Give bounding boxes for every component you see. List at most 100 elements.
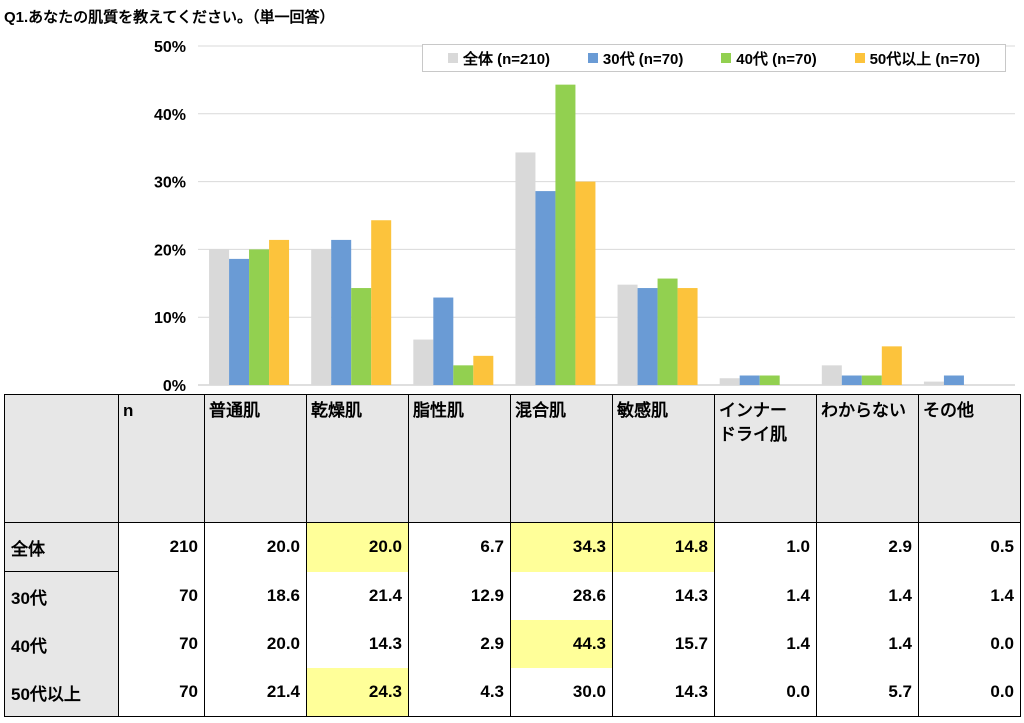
- bar: [249, 249, 270, 385]
- table-cell: 0.0: [714, 668, 817, 717]
- chart-legend: 全体 (n=210) 30代 (n=70) 40代 (n=70) 50代以上 (n=7…: [422, 44, 1006, 72]
- table-row: 全体 210 20.0 20.0 6.7 34.3 14.8 1.0 2.9 0.5: [4, 522, 1021, 572]
- table-cell: 34.3: [510, 522, 613, 572]
- table-cell: 0.5: [918, 522, 1021, 572]
- table-cell: 5.7: [816, 668, 919, 717]
- bar: [617, 284, 638, 385]
- bar: [943, 375, 964, 385]
- column-header: 脂性肌: [408, 394, 511, 523]
- chart-title: Q1.あなたの肌質を教えてください。（単一回答）: [4, 9, 335, 26]
- bar-chart: 0% 10% 20% 30% 40% 50%: [154, 39, 1015, 394]
- table-cell: 0.0: [918, 620, 1021, 668]
- bar: [413, 339, 434, 385]
- bar: [555, 84, 576, 386]
- legend-swatch: [587, 53, 598, 63]
- table-cell: 15.7: [612, 620, 715, 668]
- bar: [739, 375, 760, 385]
- legend-item: 50代以上 (n=70): [854, 48, 980, 69]
- bar: [331, 239, 352, 385]
- table-cell: 12.9: [408, 571, 511, 620]
- table-cell: 2.9: [816, 522, 919, 572]
- column-header: 混合肌: [510, 394, 613, 523]
- table-cell: 6.7: [408, 522, 511, 572]
- bar: [311, 249, 332, 385]
- bar: [269, 239, 290, 385]
- bar: [575, 181, 596, 385]
- bar: [433, 297, 454, 385]
- column-header: 乾燥肌: [306, 394, 409, 523]
- bar: [759, 375, 780, 385]
- y-tick-label: 10%: [154, 310, 186, 327]
- table-cell: 0.0: [918, 668, 1021, 717]
- row-label: 50代以上: [4, 668, 119, 717]
- table-cell: 4.3: [408, 668, 511, 717]
- table-header-row: n 普通肌 乾燥肌 脂性肌 混合肌 敏感肌 インナー ドライ肌 わからない その他: [4, 394, 1021, 523]
- bar: [861, 375, 882, 385]
- legend-label: 全体 (n=210): [462, 50, 551, 68]
- bar: [351, 288, 372, 385]
- y-tick-label: 50%: [154, 39, 186, 56]
- table-cell: 70: [118, 571, 205, 620]
- table-cell: 20.0: [204, 620, 307, 668]
- bar: [881, 346, 902, 385]
- column-header: 普通肌: [204, 394, 307, 523]
- legend-item: 全体 (n=210): [447, 48, 551, 69]
- bar: [637, 288, 658, 385]
- table-cell: 70: [118, 620, 205, 668]
- bar: [923, 381, 944, 385]
- table-cell: 20.0: [306, 522, 409, 572]
- column-header: その他: [918, 394, 1021, 523]
- column-header: わからない: [816, 394, 919, 523]
- bar: [657, 278, 678, 385]
- row-label: 40代: [4, 620, 119, 668]
- table-cell: 14.3: [612, 668, 715, 717]
- table-row: 50代以上 70 21.4 24.3 4.3 30.0 14.3 0.0 5.7 0.0: [4, 668, 1021, 717]
- table-corner-cell: [4, 394, 119, 523]
- row-label: 全体: [4, 522, 119, 572]
- y-tick-label: 30%: [154, 175, 186, 192]
- bar: [719, 378, 740, 385]
- bar: [453, 365, 474, 385]
- table-cell: 44.3: [510, 620, 613, 668]
- bar: [841, 375, 862, 385]
- bar: [473, 355, 494, 385]
- table-cell: 1.4: [816, 571, 919, 620]
- table-cell: 2.9: [408, 620, 511, 668]
- table-cell: 28.6: [510, 571, 613, 620]
- table-cell: 1.0: [714, 522, 817, 572]
- bar: [677, 288, 698, 385]
- table-cell: 1.4: [918, 571, 1021, 620]
- table-cell: 14.8: [612, 522, 715, 572]
- table-cell: 21.4: [204, 668, 307, 717]
- bar: [371, 220, 392, 385]
- y-tick-label: 0%: [163, 378, 186, 394]
- table-cell: 14.3: [306, 620, 409, 668]
- y-tick-label: 20%: [154, 242, 186, 259]
- y-tick-label: 40%: [154, 107, 186, 124]
- table-cell: 24.3: [306, 668, 409, 717]
- table-cell: 210: [118, 522, 205, 572]
- legend-item: 30代 (n=70): [587, 48, 684, 69]
- table-cell: 20.0: [204, 522, 307, 572]
- legend-label: 40代 (n=70): [736, 50, 817, 68]
- column-header: インナー ドライ肌: [714, 394, 817, 523]
- table-cell: 1.4: [714, 571, 817, 620]
- bar: [821, 365, 842, 385]
- table-row: 40代 70 20.0 14.3 2.9 44.3 15.7 1.4 1.4 0.0: [4, 620, 1021, 668]
- legend-swatch: [854, 53, 865, 63]
- table-cell: 21.4: [306, 571, 409, 620]
- bar: [209, 249, 230, 385]
- column-header: n: [118, 394, 205, 523]
- table-cell: 30.0: [510, 668, 613, 717]
- table-row: 30代 70 18.6 21.4 12.9 28.6 14.3 1.4 1.4 1.4: [4, 571, 1021, 620]
- legend-label: 30代 (n=70): [602, 50, 684, 68]
- bar: [515, 152, 536, 385]
- row-label: 30代: [4, 571, 119, 620]
- legend-item: 40代 (n=70): [721, 48, 817, 69]
- legend-swatch: [721, 53, 732, 63]
- table-cell: 14.3: [612, 571, 715, 620]
- table-cell: 70: [118, 668, 205, 717]
- bar: [229, 258, 250, 385]
- column-header: 敏感肌: [612, 394, 715, 523]
- table-cell: 1.4: [714, 620, 817, 668]
